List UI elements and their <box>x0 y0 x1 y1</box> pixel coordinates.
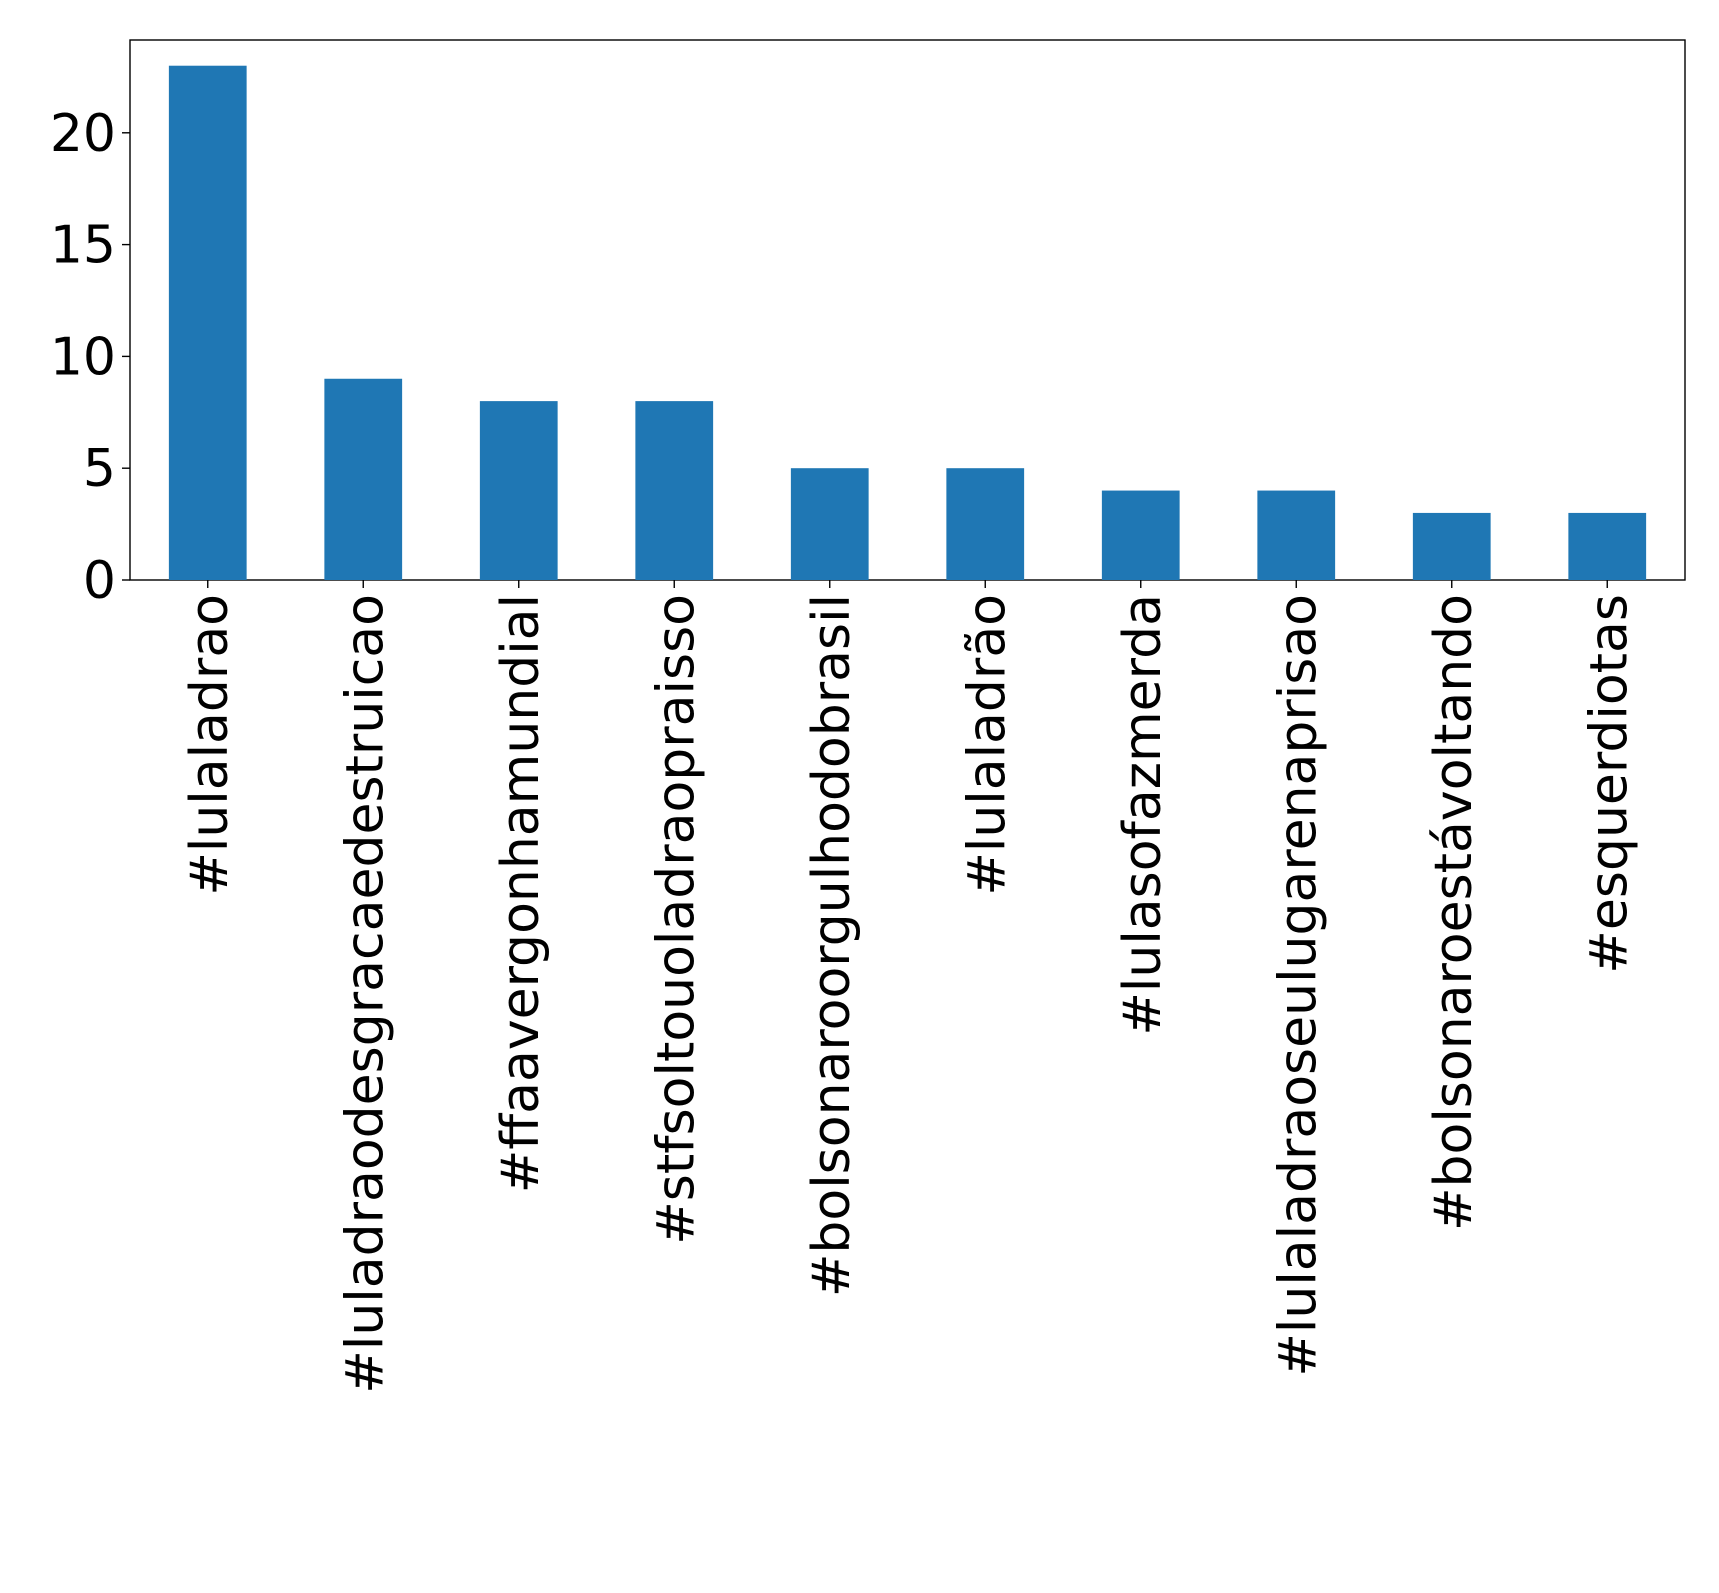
y-axis: 0 5 10 15 20 <box>50 104 130 611</box>
bar <box>1101 490 1180 580</box>
bar <box>946 468 1025 580</box>
bar <box>790 468 869 580</box>
bar <box>1412 512 1491 580</box>
x-tick-label: #bolsonaroestávoltando <box>1424 594 1484 1231</box>
x-tick-label: #lulaladraoseulugarenaprisao <box>1268 594 1328 1377</box>
x-tick-label: #lulaladrão <box>957 594 1017 896</box>
plot-frame <box>129 39 1686 581</box>
y-tick-label: 20 <box>50 104 116 164</box>
y-tick-label: 10 <box>50 327 116 387</box>
x-tick-label: #lulaladrao <box>180 594 240 896</box>
x-axis: #lulaladrao #luladraodesgracaedestruicao #… <box>180 580 1639 1394</box>
y-tick-label: 5 <box>83 439 116 499</box>
bar <box>1257 490 1336 580</box>
bar <box>479 401 558 580</box>
x-tick-label: #stfsoltouoladraopraisso <box>646 594 706 1245</box>
bar <box>635 401 714 580</box>
bar <box>324 378 403 580</box>
x-tick-label: #lulasofazmerda <box>1113 594 1173 1036</box>
y-tick-label: 15 <box>50 216 116 276</box>
x-tick-label: #esquerdiotas <box>1579 594 1639 974</box>
bar <box>168 65 247 580</box>
bar <box>1568 512 1647 580</box>
x-tick-label: #bolsonaroorgulhodobrasil <box>802 594 862 1297</box>
x-tick-label: #ffaavergonhamundial <box>491 594 551 1193</box>
bars-group <box>168 65 1647 580</box>
x-tick-label: #luladraodesgracaedestruicao <box>335 594 395 1394</box>
y-tick-label: 0 <box>83 551 116 611</box>
